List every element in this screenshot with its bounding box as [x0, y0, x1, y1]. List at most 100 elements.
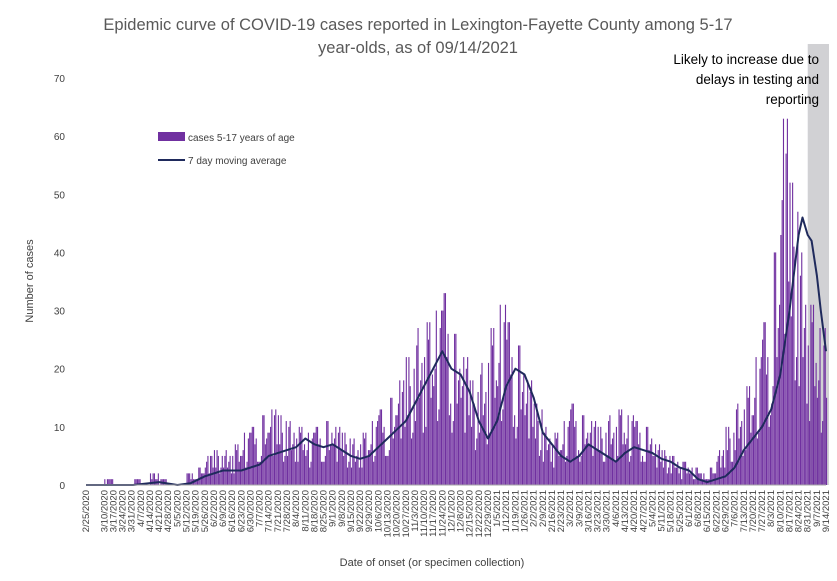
case-bar [785, 153, 787, 486]
case-bar [469, 380, 471, 485]
x-tick-label: 4/6/2021 [611, 490, 622, 527]
case-bar [571, 403, 573, 485]
case-bar [370, 444, 372, 485]
case-bar [570, 409, 572, 485]
case-bar [658, 444, 661, 485]
case-bar [732, 461, 734, 485]
case-bar [690, 473, 692, 485]
case-bar [687, 467, 689, 485]
case-bar [604, 461, 606, 485]
case-bar [776, 357, 778, 485]
case-bar [258, 461, 260, 485]
case-bar [284, 455, 286, 485]
case-bar [238, 461, 240, 485]
case-bar [575, 421, 577, 485]
x-tick-label: 5/26/2020 [200, 490, 211, 532]
case-bar [442, 310, 444, 485]
case-bar [268, 432, 270, 485]
case-bar [363, 438, 366, 485]
case-bar [735, 409, 738, 485]
case-bar [246, 461, 248, 485]
case-bar [584, 444, 586, 485]
case-bar [516, 426, 518, 485]
case-bar [497, 386, 499, 485]
case-bar [503, 322, 505, 485]
case-bar [243, 432, 246, 485]
case-bar [743, 409, 745, 485]
case-bar [328, 450, 330, 485]
case-bar [748, 386, 751, 485]
y-axis-label: Number of cases [24, 239, 36, 323]
case-bar [392, 438, 394, 485]
case-bar [816, 397, 818, 485]
x-tick-label: 6/16/2020 [227, 490, 238, 532]
case-bar [726, 450, 728, 485]
y-tick-label: 20 [54, 365, 66, 376]
case-bar [775, 252, 777, 485]
case-bar [799, 275, 802, 485]
case-bar [303, 444, 306, 485]
case-bar [437, 421, 439, 485]
case-bar [400, 438, 402, 485]
case-bar [589, 432, 591, 485]
case-bar [480, 374, 482, 485]
case-bar [377, 421, 379, 485]
case-bar [818, 380, 820, 485]
x-tick-label: 3/17/2020 [108, 490, 119, 532]
case-bar [597, 426, 599, 485]
case-bar [750, 432, 752, 485]
case-bar [444, 293, 447, 485]
case-bar [380, 409, 383, 485]
x-tick-label: 11/24/2020 [437, 490, 448, 537]
case-bar [275, 409, 277, 485]
case-bar [574, 426, 576, 485]
case-bar [647, 426, 649, 485]
case-bar [216, 450, 218, 485]
case-bar [758, 432, 760, 485]
case-bar [801, 252, 803, 485]
case-bar [417, 328, 419, 485]
case-bar [247, 438, 249, 485]
x-tick-label: 4/28/2020 [163, 490, 174, 532]
case-bar [429, 322, 431, 485]
case-bar [506, 339, 508, 485]
case-bar [733, 432, 735, 485]
case-bar [298, 426, 300, 485]
case-bar [651, 438, 653, 485]
case-bar [206, 461, 208, 485]
case-bar [712, 473, 714, 485]
case-bar [457, 380, 460, 485]
case-bar [491, 345, 493, 485]
case-bar [408, 357, 410, 485]
case-bar [375, 426, 377, 485]
case-bar [600, 426, 602, 485]
case-bar [558, 455, 560, 485]
case-bar [223, 467, 225, 485]
case-bar [236, 450, 238, 485]
case-bar [685, 461, 687, 485]
y-tick-label: 0 [59, 481, 65, 492]
case-bar [213, 450, 216, 485]
case-bar [410, 438, 413, 485]
case-bar [288, 426, 290, 485]
case-bar [523, 374, 525, 485]
case-bar [220, 467, 222, 485]
case-bar [807, 345, 809, 485]
x-tick-label: 9/15/2020 [346, 490, 357, 532]
case-bar [414, 421, 416, 485]
case-bar [348, 461, 350, 485]
case-bar [588, 444, 590, 485]
case-bar [108, 479, 110, 485]
case-bar [340, 450, 342, 485]
x-tick-label: 6/2/2020 [209, 490, 220, 527]
case-bar [420, 380, 422, 485]
case-bar [399, 380, 401, 485]
case-bar [601, 438, 603, 485]
case-bar [495, 380, 497, 485]
case-bar [798, 386, 800, 485]
case-bar [572, 403, 574, 485]
case-bar [285, 421, 287, 485]
case-bar [768, 426, 770, 485]
case-bar [769, 415, 771, 485]
x-tick-label: 2/23/2021 [556, 490, 567, 532]
